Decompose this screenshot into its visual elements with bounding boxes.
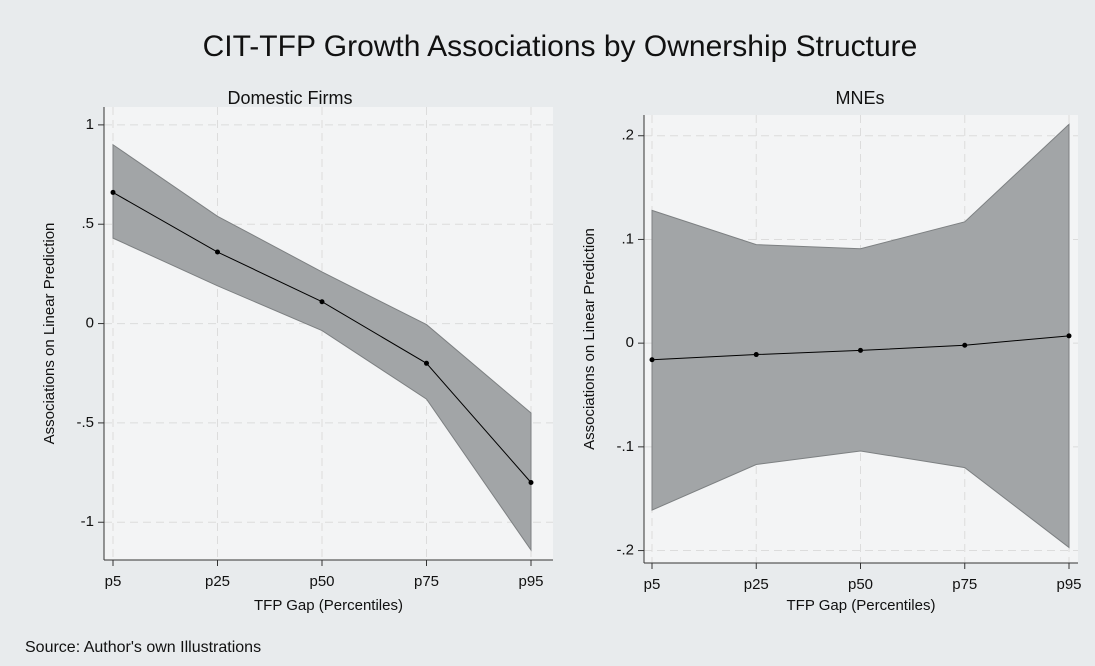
y-tick-label: 0 <box>86 315 94 332</box>
x-tick-label: p5 <box>644 576 661 593</box>
x-tick-label: p5 <box>105 573 122 590</box>
point <box>319 299 325 305</box>
point <box>858 347 863 353</box>
y-tick-label: -.5 <box>76 414 94 431</box>
x-tick-label: p95 <box>1056 576 1081 593</box>
x-tick-label: p50 <box>848 576 873 593</box>
y-tick-label: .1 <box>621 230 634 247</box>
point <box>753 352 759 358</box>
confidence-band <box>112 143 532 552</box>
y-tick-label: .5 <box>81 215 94 232</box>
source-note: Source: Author's own Illustrations <box>25 639 261 656</box>
y-tick-label: -.2 <box>616 542 634 559</box>
point <box>528 480 534 486</box>
point <box>1066 333 1072 339</box>
panel-title: MNEs <box>836 88 885 108</box>
x-tick-label: p25 <box>205 573 230 590</box>
x-tick-label: p25 <box>744 576 769 593</box>
point <box>424 360 429 366</box>
panel-title: Domestic Firms <box>228 88 353 108</box>
x-tick-label: p95 <box>518 573 543 590</box>
x-axis-label: TFP Gap (Percentiles) <box>254 597 403 614</box>
point <box>110 189 116 195</box>
confidence-band <box>651 123 1070 549</box>
y-tick-label: -1 <box>81 513 94 530</box>
point <box>215 249 220 255</box>
y-tick-label: -.1 <box>616 438 634 455</box>
y-axis-label: Associations on Linear Prediction <box>41 223 58 445</box>
y-tick-label: .2 <box>621 127 634 144</box>
point <box>649 357 655 363</box>
y-axis-label: Associations on Linear Prediction <box>581 228 598 450</box>
y-tick-label: 1 <box>86 116 94 133</box>
chart-title: CIT-TFP Growth Associations by Ownership… <box>203 30 918 63</box>
y-tick-label: 0 <box>626 334 634 351</box>
point <box>962 342 968 348</box>
x-tick-label: p75 <box>952 576 977 593</box>
x-tick-label: p50 <box>309 573 334 590</box>
x-axis-label: TFP Gap (Percentiles) <box>787 597 936 614</box>
x-tick-label: p75 <box>414 573 439 590</box>
